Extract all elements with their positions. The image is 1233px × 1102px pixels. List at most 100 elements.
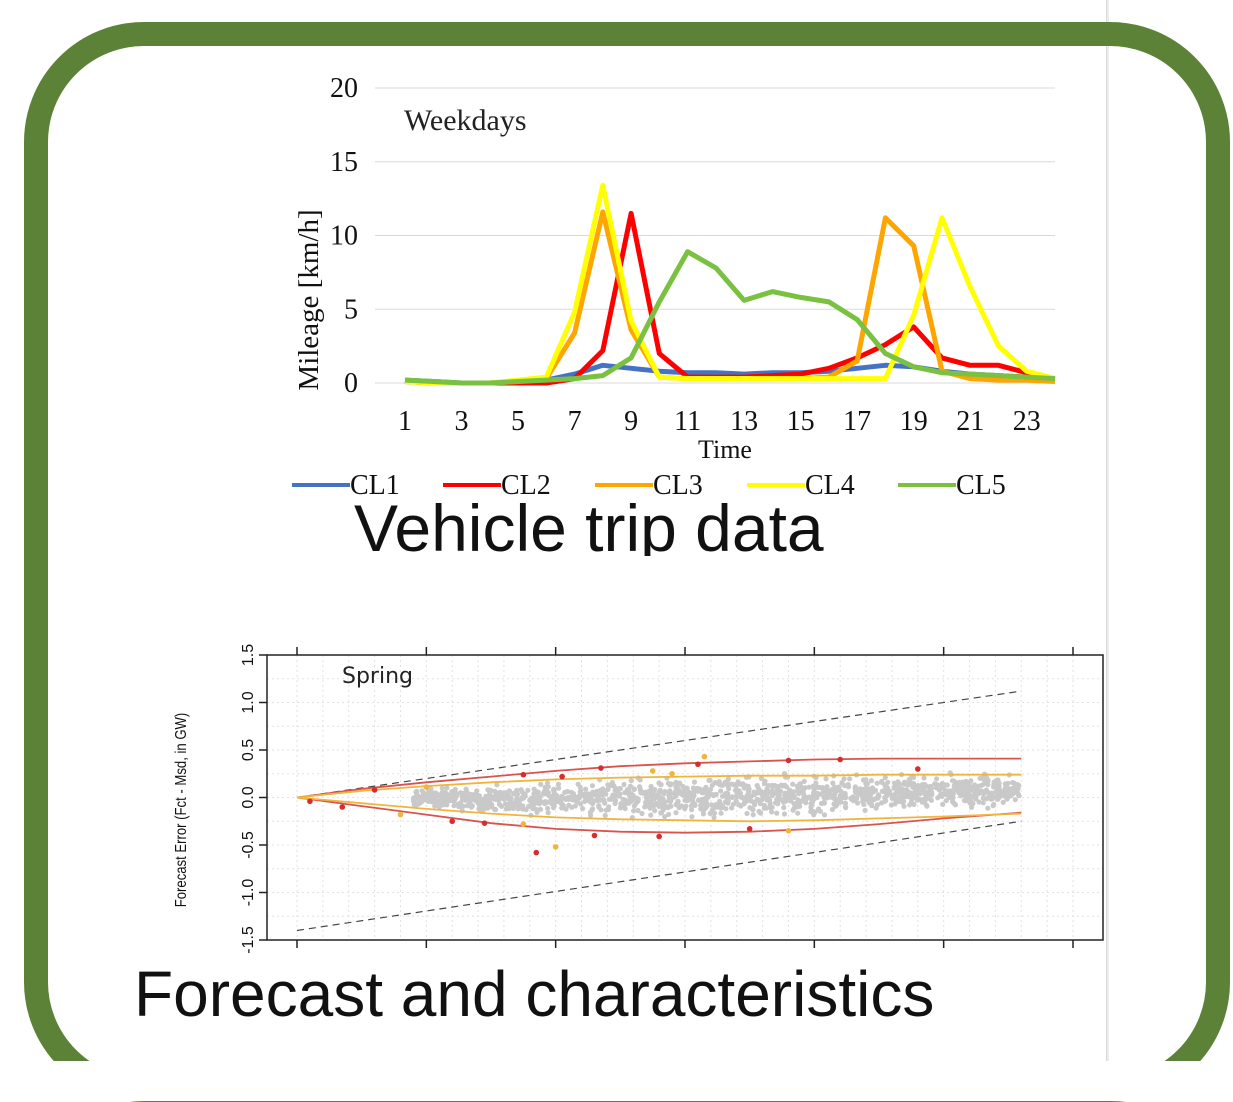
spring-cloud-point — [968, 778, 974, 784]
spring-cloud-point — [882, 795, 888, 801]
spring-cloud-point — [605, 782, 611, 788]
spring-cloud-point — [949, 778, 956, 784]
spring-cloud-point — [489, 804, 495, 810]
spring-y-tick-label: -1.5 — [240, 926, 257, 954]
spring-cloud-point — [874, 780, 880, 786]
spring-cloud-point — [689, 797, 695, 803]
spring-cloud-point — [918, 797, 924, 803]
spring-cloud-point — [628, 778, 634, 784]
spring-cloud-point — [836, 784, 842, 790]
spring-cloud-point — [784, 795, 790, 802]
spring-cloud-point — [444, 785, 450, 791]
spring-cloud-point — [878, 779, 885, 785]
spring-highlight-point — [591, 832, 598, 839]
spring-cloud-point — [667, 782, 673, 788]
spring-cloud-point — [703, 805, 709, 811]
spring-cloud-point — [661, 791, 667, 797]
spring-highlight-point — [656, 833, 662, 840]
spring-cloud-point — [498, 795, 504, 801]
spring-cloud-point — [983, 787, 990, 793]
spring-cloud-point — [425, 798, 431, 804]
spring-cloud-point — [443, 791, 449, 797]
series-line-cl5 — [404, 249, 1056, 386]
spring-cloud-point — [980, 791, 987, 797]
spring-cloud-point — [989, 790, 995, 796]
spring-cloud-point — [875, 795, 881, 801]
spring-cloud-point — [764, 790, 770, 797]
spring-highlight-point — [371, 787, 378, 793]
weekdays-y-tick-label: 5 — [344, 294, 358, 325]
spring-cloud-point — [631, 808, 637, 814]
spring-cloud-point — [563, 806, 569, 812]
spring-cloud-point — [750, 807, 756, 813]
spring-cloud-point — [612, 800, 618, 807]
spring-cloud-point — [544, 799, 550, 805]
spring-cloud-point — [803, 800, 809, 806]
spring-cloud-point — [594, 788, 600, 795]
spring-cloud-point — [1000, 799, 1006, 805]
spring-cloud-point — [867, 788, 873, 794]
spring-cloud-point — [469, 803, 475, 809]
spring-cloud-point — [589, 807, 595, 813]
spring-cloud-point — [555, 781, 562, 787]
spring-cloud-point — [847, 776, 853, 782]
weekdays-series — [404, 182, 1056, 386]
spring-cloud-point — [487, 792, 493, 798]
legend-label-cl4: CL4 — [805, 470, 855, 501]
spring-cloud-point — [631, 786, 637, 792]
spring-cloud-point — [795, 810, 801, 816]
weekdays-x-tick-labels: 1 3 5 7 9 11 13 15 17 19 21 23 — [398, 406, 1041, 437]
spring-cloud-point — [1003, 794, 1009, 800]
spring-cloud-point — [413, 790, 420, 797]
spring-y-tick-label: -0.5 — [240, 831, 257, 859]
spring-cloud-point — [683, 787, 689, 793]
spring-cloud-point — [775, 801, 781, 807]
spring-cloud-point — [995, 793, 1001, 799]
spring-highlight-point — [307, 798, 313, 805]
spring-cloud-point — [545, 810, 551, 816]
spring-cloud-point — [942, 788, 948, 794]
spring-cloud-point — [767, 803, 774, 809]
spring-cloud-point — [513, 799, 519, 805]
spring-cloud-point — [788, 796, 794, 802]
spring-cloud-point — [689, 814, 695, 820]
spring-cloud-point — [781, 804, 787, 811]
spring-forecast-error-chart: 1.5 1.0 0.5 0.0 -0.5 -1.0 -1.5 Spring Forecast… — [173, 644, 1104, 954]
spring-cloud-point — [912, 791, 918, 797]
spring-cloud-point — [741, 785, 748, 791]
spring-cloud-point — [545, 784, 551, 790]
spring-cloud-point — [862, 807, 868, 813]
spring-cloud-point — [703, 800, 709, 807]
spring-cloud-point — [734, 793, 740, 800]
spring-highlight-point — [915, 766, 921, 772]
spring-cloud-point — [911, 801, 917, 807]
spring-cloud-point — [620, 796, 626, 802]
spring-cloud-point — [569, 804, 575, 810]
spring-cloud-point — [534, 809, 540, 815]
spring-cloud-point — [796, 798, 802, 804]
spring-cloud-point — [985, 805, 991, 811]
spring-cloud-point — [781, 799, 787, 805]
spring-reference-line — [296, 690, 1022, 799]
spring-cloud-point — [969, 804, 975, 810]
spring-title: Spring — [342, 664, 413, 689]
weekdays-y-tick-label: 10 — [330, 221, 358, 252]
weekdays-x-tick-label: 19 — [900, 406, 928, 437]
spring-cloud-point — [946, 788, 952, 794]
spring-cloud-point — [906, 777, 912, 783]
legend-label-cl2: CL2 — [501, 470, 551, 501]
spring-cloud-point — [581, 793, 587, 799]
spring-cloud-point — [778, 782, 785, 788]
spring-cloud-point — [994, 789, 1001, 795]
spring-cloud-point — [963, 787, 969, 793]
spring-cloud-point — [882, 774, 888, 781]
legend-label-cl3: CL3 — [653, 470, 703, 501]
spring-cloud-point — [829, 806, 836, 813]
spring-cloud-point — [923, 802, 929, 808]
forecast-caption: Forecast and characteristics — [134, 958, 935, 1030]
spring-highlight-point — [559, 773, 565, 780]
spring-cloud-point — [570, 791, 576, 797]
spring-cloud-point — [943, 797, 950, 804]
spring-cloud-point — [863, 777, 869, 783]
weekdays-x-tick-label: 1 — [398, 406, 412, 437]
